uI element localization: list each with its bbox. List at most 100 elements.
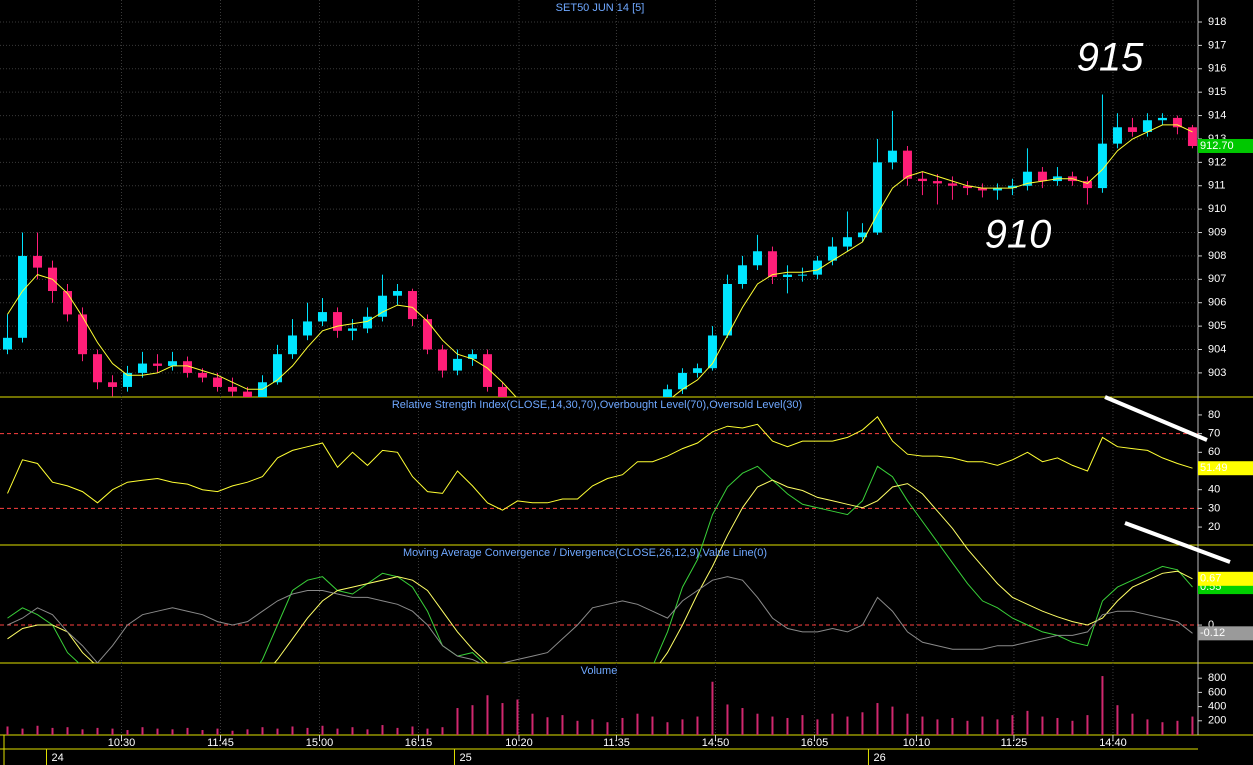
y-tick-label: 20 bbox=[1208, 521, 1220, 533]
volume-bar bbox=[846, 716, 849, 735]
candle-body bbox=[1097, 143, 1107, 189]
line-series bbox=[7, 124, 1193, 397]
trend-line bbox=[1104, 395, 1208, 442]
volume-bar bbox=[171, 729, 174, 735]
candles bbox=[2, 94, 1197, 397]
candle-body bbox=[887, 150, 897, 163]
y-tick-label: 909 bbox=[1208, 226, 1226, 238]
y-tick-label: 916 bbox=[1208, 63, 1226, 75]
volume-bar bbox=[771, 716, 774, 735]
y-tick-label: 400 bbox=[1208, 701, 1226, 713]
volume-bar bbox=[1146, 719, 1149, 735]
volume-bar bbox=[726, 704, 729, 735]
volume-bar bbox=[336, 728, 339, 735]
x-tick-label: 10:30 bbox=[108, 737, 136, 749]
x-tick-label: 16:05 bbox=[801, 737, 829, 749]
candle-body bbox=[347, 328, 357, 331]
y-tick-label: 910 bbox=[1208, 203, 1226, 215]
y-tick-label: 904 bbox=[1208, 343, 1226, 355]
volume-bar bbox=[786, 717, 789, 735]
volume-bar bbox=[636, 713, 639, 735]
volume-bar bbox=[501, 703, 504, 735]
volume-bar bbox=[456, 708, 459, 735]
volume-bar bbox=[6, 726, 9, 735]
volume-bar bbox=[291, 726, 294, 735]
panel-title: SET50 JUN 14 [5] bbox=[556, 2, 645, 14]
x-tick-label: 16:15 bbox=[405, 737, 433, 749]
y-tick-label: 915 bbox=[1208, 86, 1226, 98]
line-series bbox=[7, 465, 1193, 663]
volume-bar bbox=[1116, 705, 1119, 735]
last-value-label: 51.49 bbox=[1200, 462, 1228, 474]
trend-line bbox=[1124, 521, 1231, 564]
volume-bar bbox=[1056, 717, 1059, 735]
candle-body bbox=[737, 265, 747, 285]
candle-body bbox=[122, 372, 132, 387]
candle-body bbox=[1022, 171, 1032, 186]
date-label: 26 bbox=[873, 752, 885, 764]
volume-bar bbox=[186, 727, 189, 735]
candle-body bbox=[362, 316, 372, 329]
candle-body bbox=[182, 361, 192, 373]
candle-body bbox=[917, 178, 927, 182]
candle-body bbox=[257, 382, 267, 397]
candle-body bbox=[272, 354, 282, 383]
candle-body bbox=[77, 314, 87, 355]
y-tick-label: 0 bbox=[1208, 619, 1214, 631]
volume-bar bbox=[381, 725, 384, 735]
volume-bar bbox=[21, 728, 24, 735]
volume-bar bbox=[156, 728, 159, 735]
candle-body bbox=[977, 188, 987, 191]
volume-bar bbox=[231, 730, 234, 735]
volume-bar bbox=[1041, 716, 1044, 735]
candle-body bbox=[782, 274, 792, 277]
volume-bar bbox=[1071, 720, 1074, 735]
candle-body bbox=[437, 349, 447, 371]
candle-body bbox=[1007, 185, 1017, 189]
last-value-label: 912.70 bbox=[1200, 140, 1234, 152]
volume-bar bbox=[1161, 722, 1164, 735]
volume-bar bbox=[471, 705, 474, 735]
volume-bar bbox=[1176, 720, 1179, 735]
volume-bar bbox=[426, 728, 429, 735]
volume-bar bbox=[201, 730, 204, 735]
x-tick-label: 11:25 bbox=[1001, 737, 1028, 749]
candle-body bbox=[212, 377, 222, 387]
x-tick-label: 14:40 bbox=[1099, 737, 1127, 749]
date-label: 24 bbox=[51, 752, 63, 764]
last-value-box bbox=[1198, 571, 1253, 586]
volume-bar bbox=[936, 719, 939, 735]
panel-title: Moving Average Convergence / Divergence(… bbox=[403, 547, 767, 559]
line-series bbox=[7, 479, 1193, 663]
volume-bar bbox=[861, 712, 864, 735]
last-value-box bbox=[1198, 461, 1253, 476]
candle-body bbox=[482, 354, 492, 387]
candle-body bbox=[317, 312, 327, 322]
candle-body bbox=[197, 372, 207, 378]
volume-bar bbox=[531, 713, 534, 735]
candle-body bbox=[962, 185, 972, 189]
volume-bar bbox=[111, 728, 114, 735]
candle-body bbox=[422, 319, 432, 350]
volume-bar bbox=[876, 703, 879, 735]
candle-body bbox=[302, 321, 312, 336]
candle-body bbox=[1142, 120, 1152, 132]
volume-bar bbox=[276, 728, 279, 735]
last-value-box bbox=[1198, 626, 1253, 641]
candle-body bbox=[407, 291, 417, 320]
volume-bar bbox=[441, 727, 444, 735]
candle-body bbox=[842, 237, 852, 247]
y-tick-label: 200 bbox=[1208, 715, 1226, 727]
volume-bar bbox=[516, 699, 519, 735]
annotation: 910 bbox=[985, 213, 1052, 257]
panel-title: Volume bbox=[581, 665, 618, 677]
x-tick-label: 11:45 bbox=[207, 737, 234, 749]
y-tick-label: 912 bbox=[1208, 156, 1226, 168]
volume-bar bbox=[1011, 715, 1014, 735]
volume-bar bbox=[921, 716, 924, 735]
volume-bar bbox=[216, 728, 219, 735]
volume-bar bbox=[561, 715, 564, 735]
candle-body bbox=[497, 386, 507, 397]
